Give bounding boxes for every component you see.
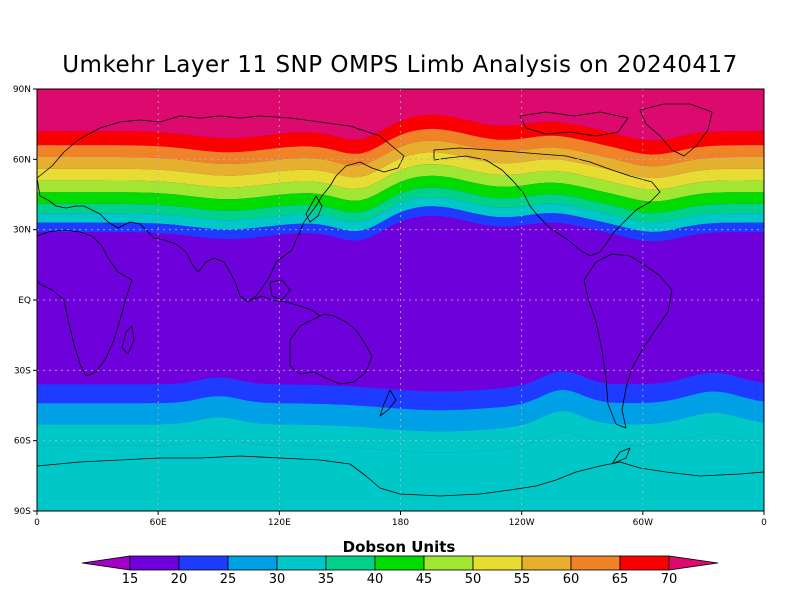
colorbar-tick-label: 55 [514, 572, 531, 587]
coastline-south-america [583, 253, 673, 429]
lon-label: 60E [150, 518, 167, 528]
colorbar-swatch [423, 555, 474, 571]
coastline-antarctic-peninsula [611, 447, 631, 465]
colorbar-tick-label: 35 [318, 572, 335, 587]
colorbar-swatch [570, 555, 621, 571]
colorbar-tick-label: 15 [122, 572, 139, 587]
field-band-nh-4 [37, 152, 764, 190]
graticule [37, 89, 764, 511]
lon-label: 0 [34, 518, 40, 528]
colorbar-tick-label: 60 [563, 572, 580, 587]
coastlines [36, 103, 765, 497]
colorbar-tick-label: 70 [661, 572, 678, 587]
colorbar-swatch [276, 555, 327, 571]
colorbar-tick-label: 45 [416, 572, 433, 587]
coastline-indonesia [251, 279, 321, 317]
colorbar-tick-label: 25 [220, 572, 237, 587]
lon-label: 120W [509, 518, 535, 528]
coastline-africa [36, 229, 133, 377]
field-band-nh-6 [37, 175, 764, 214]
colorbar-tick-label: 40 [367, 572, 384, 587]
coastline-north-america [433, 147, 661, 257]
colorbar: 15 20 25 30 35 40 45 50 55 60 65 70 [81, 555, 719, 587]
lat-label: 90N [13, 85, 31, 95]
field-band-sh-1 [37, 389, 764, 432]
colorbar-swatch [619, 555, 670, 571]
colorbar-tick-label: 30 [269, 572, 286, 587]
field-band-nh-low [37, 206, 764, 242]
lon-label: 120E [268, 518, 291, 528]
colorbar-high-arrow [668, 555, 719, 571]
field-band-nh-2 [37, 128, 764, 167]
colorbar-swatch [374, 555, 425, 571]
colorbar-tick-label: 20 [171, 572, 188, 587]
colorbar-swatch [129, 555, 180, 571]
field-band-nh-5 [37, 164, 764, 202]
field-band-nh-7 [37, 187, 764, 223]
colorbar-swatch [472, 555, 523, 571]
colorbar-swatch [325, 555, 376, 571]
colorbar-swatch [178, 555, 229, 571]
field-band-sh-polar [37, 441, 764, 511]
coastline-antarctica [36, 455, 765, 497]
coastline-arctic-islands [519, 111, 629, 137]
lat-label: 90S [14, 507, 31, 517]
coastline-eurasia [36, 115, 405, 303]
colorbar-unit-label: Dobson Units [343, 538, 456, 556]
coastline-japan [305, 195, 323, 223]
lat-label: 30S [14, 366, 31, 376]
coastline-new-zealand [379, 389, 397, 417]
lon-label: 60W [633, 518, 653, 528]
lon-label: 180 [392, 518, 409, 528]
field-band-nh-1 [37, 114, 764, 155]
colorbar-tick-label: 65 [612, 572, 629, 587]
lat-label: 60N [13, 155, 31, 165]
colorbar-low-arrow [81, 555, 131, 571]
coastline-greenland [639, 103, 713, 157]
lat-label: 30N [13, 226, 31, 236]
colorbar-swatch [521, 555, 572, 571]
colorbar-swatch [227, 555, 278, 571]
coastline-madagascar [121, 325, 135, 355]
lon-label: 0 [761, 518, 767, 528]
field-band-nh-8 [37, 196, 764, 232]
lat-label: 60S [14, 437, 31, 447]
colorbar-tick-label: 50 [465, 572, 482, 587]
map-title: Umkehr Layer 11 SNP OMPS Limb Analysis o… [62, 52, 738, 78]
lat-label: EQ [18, 296, 31, 306]
field-band-nh-3 [37, 140, 764, 178]
